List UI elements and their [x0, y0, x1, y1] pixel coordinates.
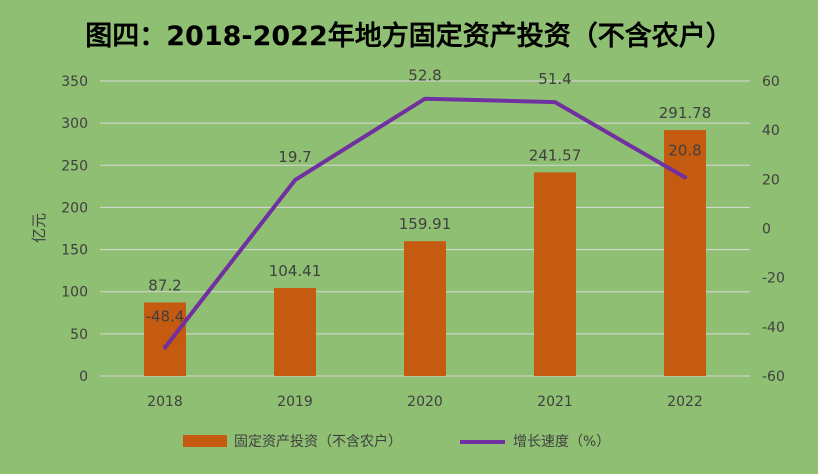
y2-tick-label: 60: [762, 74, 780, 90]
x-tick-label: 2018: [147, 394, 183, 410]
y-tick-label: 350: [61, 74, 88, 90]
legend-bar-label: 固定资产投资（不含农户）: [234, 433, 402, 450]
x-tick-label: 2022: [667, 394, 703, 410]
y-tick-label: 200: [61, 200, 88, 216]
bar-data-label: 87.2: [148, 277, 181, 295]
y-tick-label: 150: [61, 243, 88, 259]
legend-bar-swatch: [183, 435, 227, 447]
y-tick-label: 50: [70, 327, 88, 343]
bar-data-label: 104.41: [269, 262, 322, 280]
x-tick-label: 2019: [277, 394, 313, 410]
bar: [144, 302, 186, 376]
bar-data-label: 291.78: [659, 104, 712, 122]
legend-line-label: 增长速度（%）: [513, 434, 610, 450]
y2-tick-label: -20: [762, 271, 785, 287]
bar: [534, 172, 576, 376]
y2-tick-label: -40: [762, 320, 785, 336]
bar: [274, 287, 316, 376]
y-tick-label: 100: [61, 285, 88, 301]
line-data-label: 20.8: [668, 141, 701, 159]
bar: [404, 241, 446, 376]
y2-tick-label: 20: [762, 172, 780, 188]
line-data-label: -48.4: [146, 307, 185, 325]
y-tick-label: 300: [61, 116, 88, 132]
line-data-label: 19.7: [278, 148, 311, 166]
y-axis-label: 亿元: [30, 213, 48, 243]
y2-tick-label: -60: [762, 369, 785, 385]
x-tick-label: 2021: [537, 394, 573, 410]
y2-tick-label: 40: [762, 123, 780, 139]
y-tick-label: 0: [79, 369, 88, 385]
line-series: [163, 96, 687, 350]
y2-tick-label: 0: [762, 222, 771, 238]
line-data-label: 52.8: [408, 67, 441, 85]
bar-data-label: 159.91: [399, 215, 452, 233]
bar-data-label: 241.57: [529, 146, 582, 164]
x-tick-label: 2020: [407, 394, 443, 410]
y-tick-label: 250: [61, 158, 88, 174]
chart-title: 图四：2018-2022年地方固定资产投资（不含农户）: [85, 20, 733, 52]
line-data-label: 51.4: [538, 70, 571, 88]
